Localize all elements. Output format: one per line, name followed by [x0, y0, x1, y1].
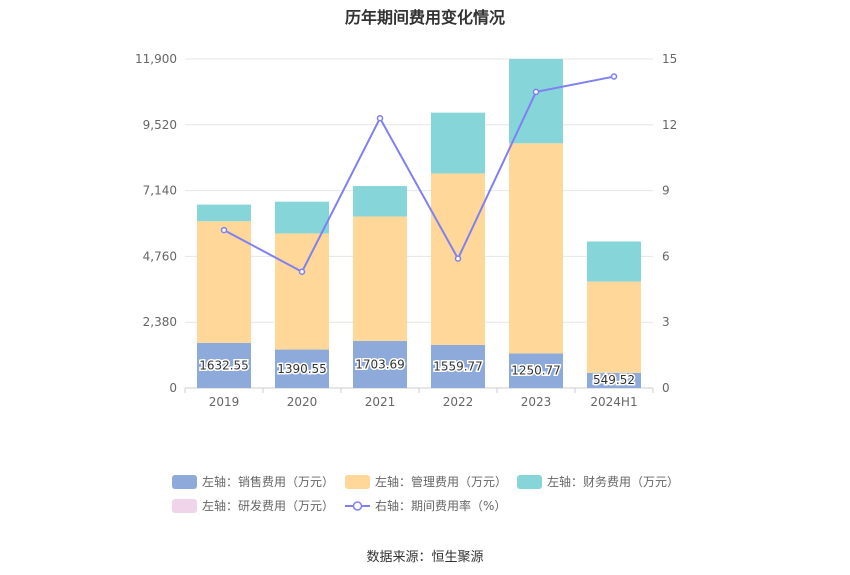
data-label: 1250.77 — [511, 364, 561, 378]
legend-label: 左轴：管理费用（万元） — [375, 474, 507, 489]
bar-segment — [587, 372, 641, 388]
bar-segment — [275, 201, 329, 234]
x-axis-tick-label: 2020 — [287, 395, 318, 409]
bar-segment — [353, 340, 407, 388]
rate-point — [610, 73, 618, 80]
data-label: 1390.55 — [277, 362, 327, 376]
data-label: 549.52 — [593, 373, 635, 387]
bar-segment — [197, 204, 251, 222]
right-axis-tick-label: 15 — [662, 52, 677, 66]
right-axis-tick-label: 6 — [662, 249, 670, 263]
bar-segment — [431, 344, 485, 388]
bar-segment — [431, 112, 485, 174]
rate-point — [532, 88, 540, 96]
left-axis-tick-label: 9,520 — [143, 118, 177, 132]
x-axis-tick-label: 2019 — [209, 395, 240, 409]
legend-swatch — [172, 475, 197, 489]
legend-label: 左轴：财务费用（万元） — [547, 474, 679, 489]
x-axis-tick-label: 2024H1 — [590, 395, 637, 409]
left-axis-tick-label: 2,380 — [143, 315, 177, 329]
bar-segment — [275, 233, 329, 350]
rate-line — [223, 75, 615, 274]
data-label: 1703.69 — [355, 357, 405, 371]
rate-point — [298, 268, 306, 276]
rate-point — [376, 114, 384, 122]
left-axis-tick-label: 11,900 — [135, 52, 177, 66]
rate-point — [220, 226, 228, 234]
bar-segment — [509, 353, 563, 388]
bar-segment — [197, 342, 251, 388]
source-note: 数据来源：恒生聚源 — [366, 550, 484, 565]
x-axis-tick-label: 2023 — [521, 395, 552, 409]
bar-segment — [587, 281, 641, 373]
chart-title: 历年期间费用变化情况 — [344, 8, 505, 27]
bar-segment — [275, 349, 329, 388]
bar-segment — [197, 221, 251, 343]
bar-segment — [509, 143, 563, 354]
legend-label: 右轴：期间费用率（%） — [375, 498, 506, 513]
rate-point — [454, 255, 462, 262]
legend-label: 左轴：销售费用（万元） — [202, 474, 334, 489]
left-axis-tick-label: 4,760 — [143, 249, 177, 263]
right-axis-tick-label: 12 — [662, 118, 677, 132]
data-label: 1632.55 — [199, 358, 249, 372]
legend-swatch — [172, 499, 197, 513]
data-label: 1559.77 — [433, 359, 483, 373]
bar-segment — [587, 241, 641, 282]
right-axis-tick-label: 3 — [662, 315, 670, 329]
left-axis-tick-label: 7,140 — [143, 184, 177, 198]
right-axis-tick-label: 0 — [662, 381, 670, 395]
x-axis-tick-label: 2022 — [443, 395, 474, 409]
legend-swatch — [345, 475, 370, 489]
legend-label: 左轴：研发费用（万元） — [202, 498, 334, 513]
legend-swatch — [517, 475, 542, 489]
left-axis-tick-label: 0 — [169, 381, 177, 395]
legend-swatch — [352, 501, 363, 511]
right-axis-tick-label: 9 — [662, 184, 670, 198]
bar-segment — [353, 216, 407, 341]
x-axis-tick-label: 2021 — [365, 395, 396, 409]
bar-segment — [353, 186, 407, 217]
